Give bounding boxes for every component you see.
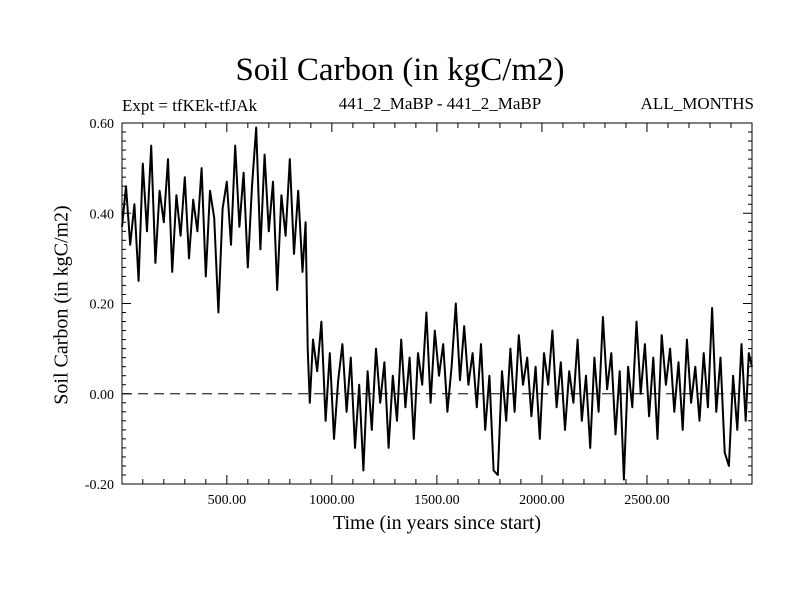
y-tick-label: 0.20: [90, 298, 115, 313]
y-tick-label: 0.00: [90, 388, 115, 403]
x-tick-label: 1500.00: [414, 493, 460, 508]
soil-carbon-series-line: [121, 126, 753, 481]
x-axis-label: Time (in years since start): [332, 512, 542, 534]
experiment-label: Expt = tfKEk-tfJAk: [122, 96, 258, 115]
x-tick-label: 500.00: [208, 493, 247, 508]
plot-frame: [121, 122, 753, 485]
x-tick-label: 2000.00: [519, 493, 565, 508]
months-label: ALL_MONTHS: [640, 94, 754, 113]
x-tick-label: 1000.00: [309, 493, 355, 508]
axis-ticks: 500.00 1000.00 1500.00 2000.00 2500.00 -0.20 0…: [85, 117, 752, 508]
chart-title: Soil Carbon (in kgC/m2): [235, 52, 565, 88]
comparison-label: 441_2_MaBP - 441_2_MaBP: [338, 94, 542, 113]
x-tick-label: 2500.00: [624, 493, 670, 508]
y-tick-label: 0.60: [90, 117, 115, 132]
y-tick-label: 0.40: [90, 207, 115, 222]
y-tick-label: -0.20: [85, 478, 114, 493]
